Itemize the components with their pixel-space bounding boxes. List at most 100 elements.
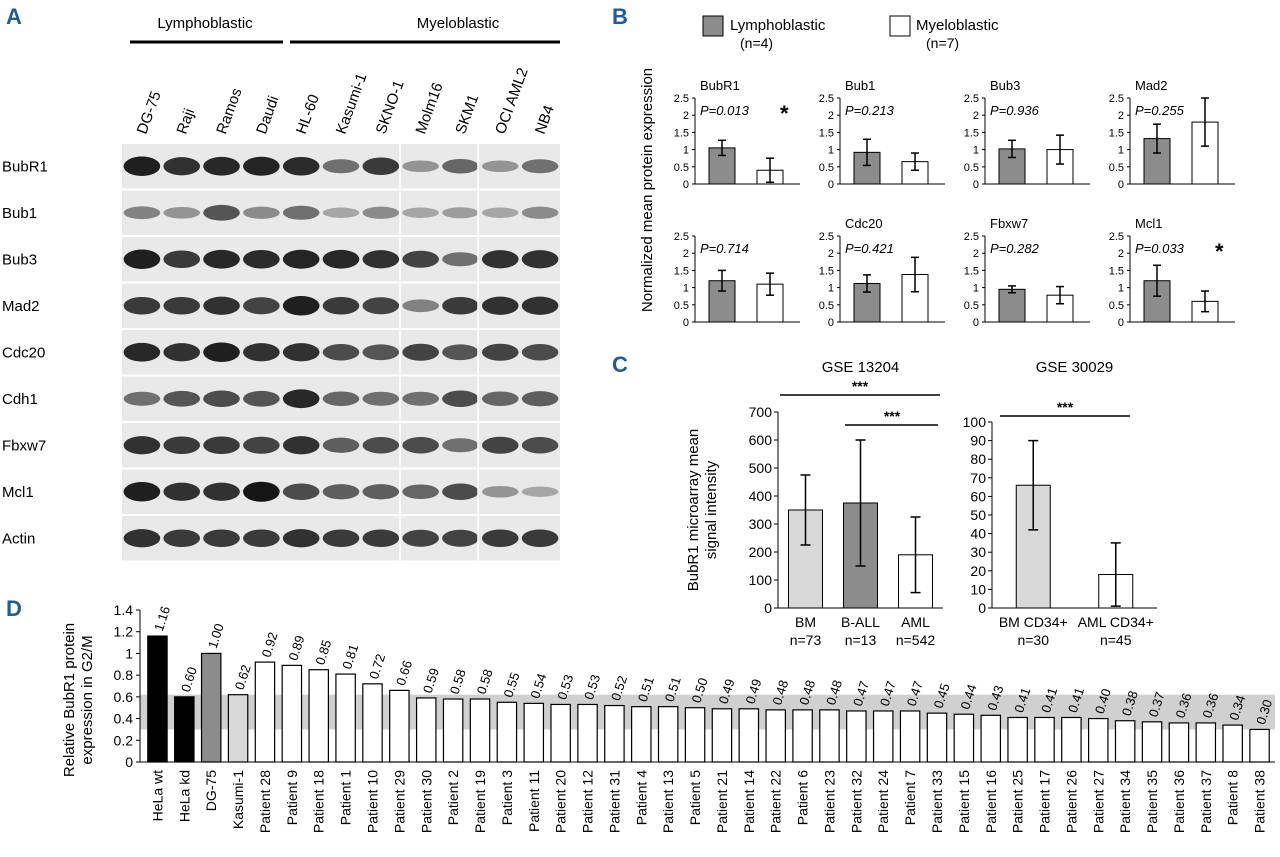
y-tick-label: 2 xyxy=(973,248,979,260)
bar-value-label: 0.51 xyxy=(662,675,684,704)
y-tick-label: 2 xyxy=(973,110,979,122)
panel-label-a: A xyxy=(6,4,22,29)
mini-bar-chart: 0 0.5 1 1.5 2 2.5 P=0.714 xyxy=(674,231,800,329)
blot-band xyxy=(362,529,400,548)
panel-label-c: C xyxy=(612,352,628,377)
lane-label: SKNO-1 xyxy=(373,78,408,136)
p-value-label: P=0.255 xyxy=(1135,103,1185,118)
y-tick-label: 10 xyxy=(970,581,986,597)
blot-band xyxy=(203,390,240,407)
mini-bar-chart: Bub1 0 0.5 1 1.5 2 2.5 P=0.213 xyxy=(819,78,945,191)
blot-band xyxy=(402,207,439,218)
mini-chart-title: BubR1 xyxy=(700,78,740,93)
legend-swatch-myeloblastic xyxy=(889,15,911,37)
patient-bar xyxy=(711,708,733,763)
y-tick-label: 0 xyxy=(764,600,772,616)
blot-band xyxy=(123,342,161,362)
patient-bar xyxy=(389,689,410,763)
significance-star: * xyxy=(1215,239,1224,264)
y-tick-label: 1.4 xyxy=(114,602,134,618)
blot-band xyxy=(243,436,280,454)
blot-band xyxy=(203,204,240,221)
bar-value-label: 0.85 xyxy=(312,638,334,667)
y-tick-label: 0.8 xyxy=(114,667,134,683)
bar-value-label: 0.41 xyxy=(1065,686,1087,715)
x-category-label: Patient 8 xyxy=(1225,770,1241,825)
y-tick-label: 0 xyxy=(1118,317,1124,329)
x-category-label: HeLa wt xyxy=(149,770,165,821)
blot-band xyxy=(203,156,240,176)
blot-band xyxy=(481,529,519,548)
blot-band xyxy=(442,158,479,174)
bar-value-label: 0.72 xyxy=(366,652,388,681)
protein-expression-bar-charts: Lymphoblastic (n=4) Myeloblastic (n=7) N… xyxy=(639,15,1235,329)
blot-band xyxy=(442,390,479,407)
patient-bar xyxy=(1168,722,1190,763)
y-tick-label: 0 xyxy=(973,317,979,329)
blot-band xyxy=(282,343,320,362)
lymphoblastic-bar xyxy=(708,147,736,185)
y-tick-label: 90 xyxy=(970,433,986,449)
mini-chart-title: Cdc20 xyxy=(845,216,883,231)
blot-band xyxy=(243,481,280,502)
blot-band xyxy=(362,157,400,176)
blot-band xyxy=(163,157,201,176)
blot-band xyxy=(402,529,439,547)
x-category-label: Patient 35 xyxy=(1144,770,1160,833)
blot-band xyxy=(163,343,201,362)
y-tick-label: 2.5 xyxy=(819,231,834,243)
patient-bar xyxy=(980,714,1002,763)
y-tick-label: 0.5 xyxy=(674,162,689,174)
y-tick-label: 30 xyxy=(970,544,986,560)
mini-bar-chart: Mad2 0 0.5 1 1.5 2 2.5 P=0.255 xyxy=(1109,78,1235,191)
blot-band xyxy=(123,206,161,220)
blot-band xyxy=(243,206,280,219)
patient-bar xyxy=(738,708,760,763)
y-tick-label: 1.5 xyxy=(819,265,834,277)
blot-band xyxy=(282,436,320,455)
panel-d-y-axis-label-line2: expression in G2/M xyxy=(79,635,96,764)
y-tick-label: 2.5 xyxy=(964,231,979,243)
mini-bar-chart: Cdc20 0 0.5 1 1.5 2 2.5 P=0.421 xyxy=(819,216,945,329)
bar-value-label: 0.47 xyxy=(850,679,872,708)
protein-label: BubR1 xyxy=(2,158,48,175)
patient-bar xyxy=(200,652,222,763)
patient-bar xyxy=(1141,721,1163,763)
x-category-label: Patient 15 xyxy=(956,770,972,833)
blot-band xyxy=(481,485,519,498)
blot-band xyxy=(163,250,201,269)
blot-band xyxy=(402,484,439,500)
significance-star: * xyxy=(780,101,789,126)
blot-band xyxy=(163,296,201,315)
blot-band xyxy=(322,344,360,361)
blot-band xyxy=(282,389,320,409)
patient-bar xyxy=(577,703,598,763)
protein-label: Bub3 xyxy=(2,251,37,268)
blot-band xyxy=(481,160,519,173)
p-value-label: P=0.936 xyxy=(990,103,1040,118)
x-category-label: Patient 3 xyxy=(499,770,515,825)
bar-value-label: 0.48 xyxy=(769,678,791,707)
blot-band xyxy=(322,159,360,174)
patient-bar xyxy=(1061,716,1082,763)
blot-band xyxy=(362,484,400,500)
y-tick-label: 200 xyxy=(749,544,773,560)
y-tick-label: 0.2 xyxy=(114,732,134,748)
x-category-label: Patient 9 xyxy=(284,770,300,825)
y-tick-label: 1.5 xyxy=(674,127,689,139)
lane-label: DG-75 xyxy=(134,89,165,136)
legend-swatch-lymphoblastic xyxy=(702,15,724,37)
y-tick-label: 0.5 xyxy=(1109,162,1124,174)
mini-chart-title: Fbxw7 xyxy=(990,216,1028,231)
bar-value-label: 1.16 xyxy=(151,604,173,633)
blot-band xyxy=(322,296,360,315)
blot-band xyxy=(362,250,400,269)
legend-n-lymphoblastic: (n=4) xyxy=(740,35,773,51)
y-tick-label: 100 xyxy=(749,572,773,588)
y-tick-label: 1 xyxy=(973,145,979,157)
bar-value-label: 0.48 xyxy=(823,678,845,707)
blot-band xyxy=(481,391,519,407)
bar-value-label: 0.52 xyxy=(608,674,630,703)
bar-value-label: 1.00 xyxy=(205,622,227,651)
blot-band xyxy=(243,156,280,176)
